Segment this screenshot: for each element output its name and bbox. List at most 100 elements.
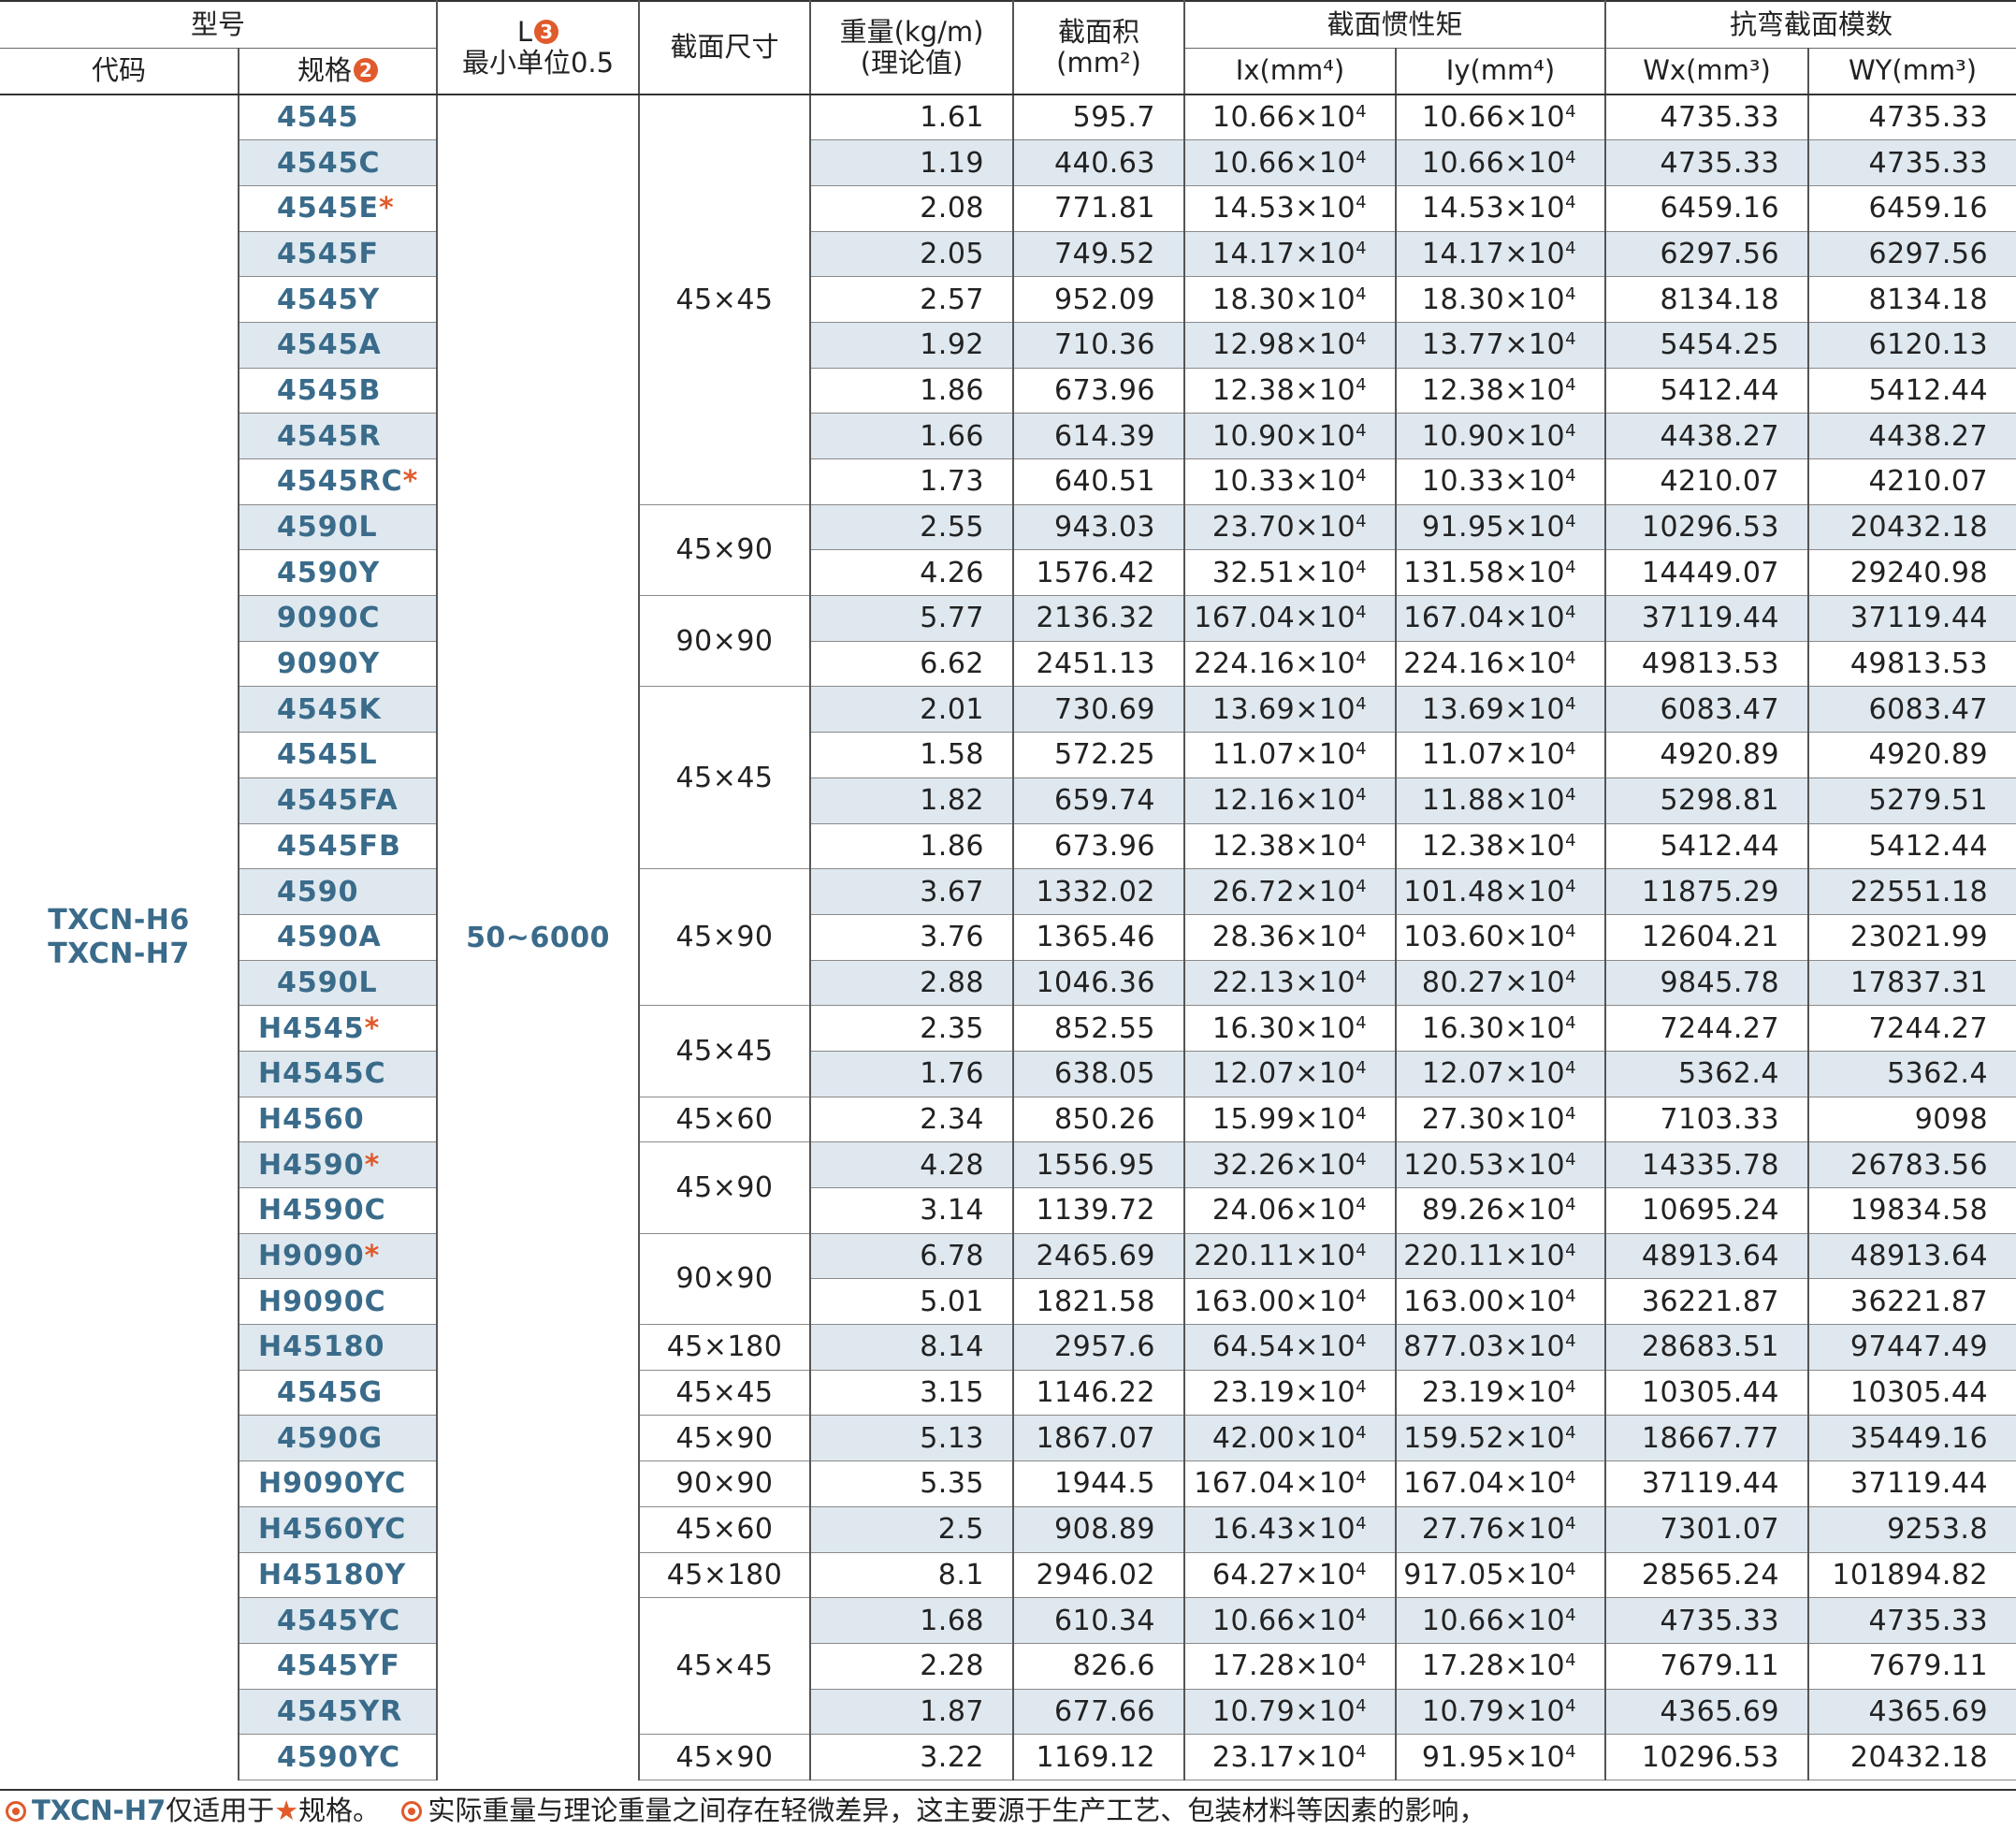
section-size-cell: 45×180 [639, 1324, 812, 1371]
ix-cell: 64.27×104 [1184, 1552, 1398, 1599]
weight-cell: 4.26 [810, 549, 1015, 597]
section-size-cell: 45×180 [639, 1552, 812, 1599]
section-size-cell: 45×45 [639, 1597, 812, 1736]
table-body: TXCN-H6 TXCN-H7 4545 50~6000 45×45 1.61 595.7 1… [0, 94, 2016, 1780]
ix-cell: 17.28×104 [1184, 1643, 1398, 1690]
iy-cell: 877.03×104 [1396, 1324, 1607, 1371]
weight-cell: 1.76 [810, 1051, 1015, 1097]
wy-cell: 36221.87 [1808, 1278, 2016, 1326]
ix-cell: 12.98×104 [1184, 322, 1398, 369]
ix-cell: 15.99×104 [1184, 1097, 1398, 1143]
wy-cell: 37119.44 [1808, 595, 2016, 642]
spec-cell: H45180 [239, 1324, 439, 1371]
section-size-cell: 45×90 [639, 868, 812, 1007]
wy-cell: 20432.18 [1808, 1734, 2016, 1780]
iy-cell: 14.53×104 [1396, 185, 1607, 232]
weight-cell: 1.86 [810, 368, 1015, 414]
wx-cell: 7103.33 [1605, 1097, 1810, 1143]
spec-cell: H9090C [239, 1278, 439, 1326]
spec-cell: H9090YC [239, 1460, 439, 1507]
spec-cell: 4545YC [239, 1597, 439, 1644]
ix-cell: 12.38×104 [1184, 823, 1398, 870]
area-cell: 1556.95 [1013, 1141, 1186, 1188]
wx-cell: 5454.25 [1605, 322, 1810, 369]
wx-cell: 5412.44 [1605, 368, 1810, 414]
weight-cell: 3.76 [810, 914, 1015, 961]
table-row: H4560 45×60 2.34 850.26 15.99×104 27.30×104 71… [0, 1097, 2016, 1143]
wx-cell: 12604.21 [1605, 914, 1810, 961]
iy-cell: 16.30×104 [1396, 1005, 1607, 1052]
spec-cell: 4590 [239, 868, 439, 915]
spec-cell: 4545R [239, 413, 439, 459]
ix-cell: 167.04×104 [1184, 595, 1398, 642]
wx-cell: 5412.44 [1605, 823, 1810, 870]
table-row: 4545FA 1.82 659.74 12.16×104 11.88×104 5298.8… [0, 777, 2016, 824]
wy-cell: 101894.82 [1808, 1552, 2016, 1599]
wy-cell: 6459.16 [1808, 185, 2016, 232]
iy-cell: 91.95×104 [1396, 1734, 1607, 1780]
wx-cell: 10305.44 [1605, 1370, 1810, 1417]
wx-cell: 4920.89 [1605, 732, 1810, 778]
spec-cell: H4590C [239, 1187, 439, 1234]
table-row: H9090YC 90×90 5.35 1944.5 167.04×104 167.04×1… [0, 1460, 2016, 1507]
ix-cell: 10.79×104 [1184, 1689, 1398, 1736]
area-cell: 826.6 [1013, 1643, 1186, 1690]
weight-cell: 1.82 [810, 777, 1015, 824]
wy-cell: 5279.51 [1808, 777, 2016, 824]
ix-cell: 24.06×104 [1184, 1187, 1398, 1234]
table-row: H4590C 3.14 1139.72 24.06×104 89.26×104 10695… [0, 1187, 2016, 1234]
table-row: 4545C 1.19 440.63 10.66×104 10.66×104 4735.33… [0, 139, 2016, 186]
ix-cell: 16.30×104 [1184, 1005, 1398, 1052]
spec-cell: H4590* [239, 1141, 439, 1188]
area-cell: 1169.12 [1013, 1734, 1186, 1780]
wy-cell: 29240.98 [1808, 549, 2016, 597]
weight-cell: 4.28 [810, 1141, 1015, 1188]
area-cell: 852.55 [1013, 1005, 1186, 1052]
wy-cell: 35449.16 [1808, 1415, 2016, 1462]
iy-cell: 12.38×104 [1396, 368, 1607, 414]
section-size-cell: 45×45 [639, 686, 812, 870]
wx-cell: 14335.78 [1605, 1141, 1810, 1188]
weight-cell: 2.88 [810, 960, 1015, 1007]
iy-cell: 120.53×104 [1396, 1141, 1607, 1188]
header-spec: 规格 2 [239, 48, 439, 95]
ix-cell: 28.36×104 [1184, 914, 1398, 961]
iy-cell: 11.07×104 [1396, 732, 1607, 778]
ix-cell: 10.66×104 [1184, 139, 1398, 186]
area-cell: 673.96 [1013, 823, 1186, 870]
badge-3: 3 [534, 19, 559, 44]
table-row: 4590Y 4.26 1576.42 32.51×104 131.58×104 14449… [0, 549, 2016, 597]
footer-notes: TXCN-H7仅适用于★规格。 实际重量与理论重量之间存在轻微差异，这主要源于生… [0, 1789, 2016, 1831]
wx-cell: 14449.07 [1605, 549, 1810, 597]
ix-cell: 10.66×104 [1184, 94, 1398, 141]
area-cell: 614.39 [1013, 413, 1186, 459]
area-cell: 943.03 [1013, 504, 1186, 551]
weight-cell: 8.1 [810, 1552, 1015, 1599]
ix-cell: 220.11×104 [1184, 1233, 1398, 1280]
area-cell: 710.36 [1013, 322, 1186, 369]
section-size-cell: 45×45 [639, 94, 812, 505]
section-size-cell: 45×60 [639, 1097, 812, 1143]
wy-cell: 5412.44 [1808, 368, 2016, 414]
area-cell: 1365.46 [1013, 914, 1186, 961]
wy-cell: 4438.27 [1808, 413, 2016, 459]
wx-cell: 7301.07 [1605, 1506, 1810, 1553]
ix-cell: 23.19×104 [1184, 1370, 1398, 1417]
table-row: 4590A 3.76 1365.46 28.36×104 103.60×104 12604… [0, 914, 2016, 961]
spec-cell: H45180Y [239, 1552, 439, 1599]
iy-cell: 11.88×104 [1396, 777, 1607, 824]
weight-cell: 1.19 [810, 139, 1015, 186]
weight-cell: 1.87 [810, 1689, 1015, 1736]
area-cell: 638.05 [1013, 1051, 1186, 1097]
iy-cell: 23.19×104 [1396, 1370, 1607, 1417]
area-cell: 1146.22 [1013, 1370, 1186, 1417]
iy-cell: 103.60×104 [1396, 914, 1607, 961]
ix-cell: 13.69×104 [1184, 686, 1398, 734]
spec-cell: 4545A [239, 322, 439, 369]
table-row: 4545YR 1.87 677.66 10.79×104 10.79×104 4365.6… [0, 1689, 2016, 1736]
iy-cell: 224.16×104 [1396, 641, 1607, 688]
iy-cell: 159.52×104 [1396, 1415, 1607, 1462]
wx-cell: 18667.77 [1605, 1415, 1810, 1462]
spec-cell: 4590L [239, 504, 439, 551]
area-cell: 1944.5 [1013, 1460, 1186, 1507]
